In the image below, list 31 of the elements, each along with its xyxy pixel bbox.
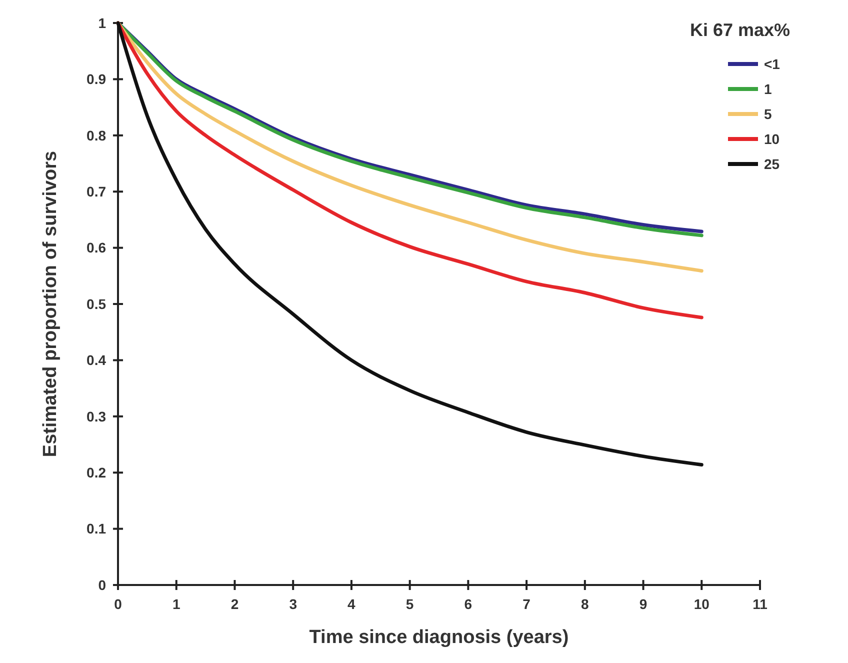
legend-label: 10 <box>764 130 780 147</box>
y-tick-label: 0.8 <box>86 127 106 144</box>
y-tick-label: 0 <box>98 576 106 593</box>
y-tick-label: 0.6 <box>86 240 106 256</box>
x-tick-label: 3 <box>289 596 298 612</box>
y-tick-label: 0.1 <box>86 520 106 537</box>
y-tick-label: 0.9 <box>86 71 106 88</box>
x-tick-label: 10 <box>694 596 710 612</box>
x-tick-label: 8 <box>581 596 590 612</box>
x-tick-label: 0 <box>114 596 122 612</box>
x-tick-label: 9 <box>639 596 648 612</box>
x-tick-label: 7 <box>522 596 531 612</box>
y-tick-label: 0.4 <box>86 352 106 368</box>
legend-label: 5 <box>764 106 772 122</box>
legend-label: <1 <box>764 56 780 72</box>
x-tick-label: 2 <box>230 596 239 612</box>
x-tick-label: 6 <box>464 596 472 612</box>
y-axis-title: Estimated proportion of survivors <box>40 150 61 458</box>
legend-label: 25 <box>764 156 780 172</box>
x-tick-label: 11 <box>752 596 768 612</box>
y-tick-label: 0.7 <box>86 184 106 200</box>
legend-label: 1 <box>764 80 772 97</box>
x-tick-label: 1 <box>172 596 180 612</box>
x-axis-title: Time since diagnosis (years) <box>309 627 569 648</box>
y-tick-label: 1 <box>98 14 106 31</box>
x-tick-label: 4 <box>348 596 356 612</box>
x-tick-label: 5 <box>406 596 414 612</box>
y-tick-label: 0.3 <box>86 408 106 424</box>
legend-title: Ki 67 max% <box>690 20 790 40</box>
y-tick-label: 0.5 <box>86 296 106 312</box>
y-tick-label: 0.2 <box>86 464 106 480</box>
